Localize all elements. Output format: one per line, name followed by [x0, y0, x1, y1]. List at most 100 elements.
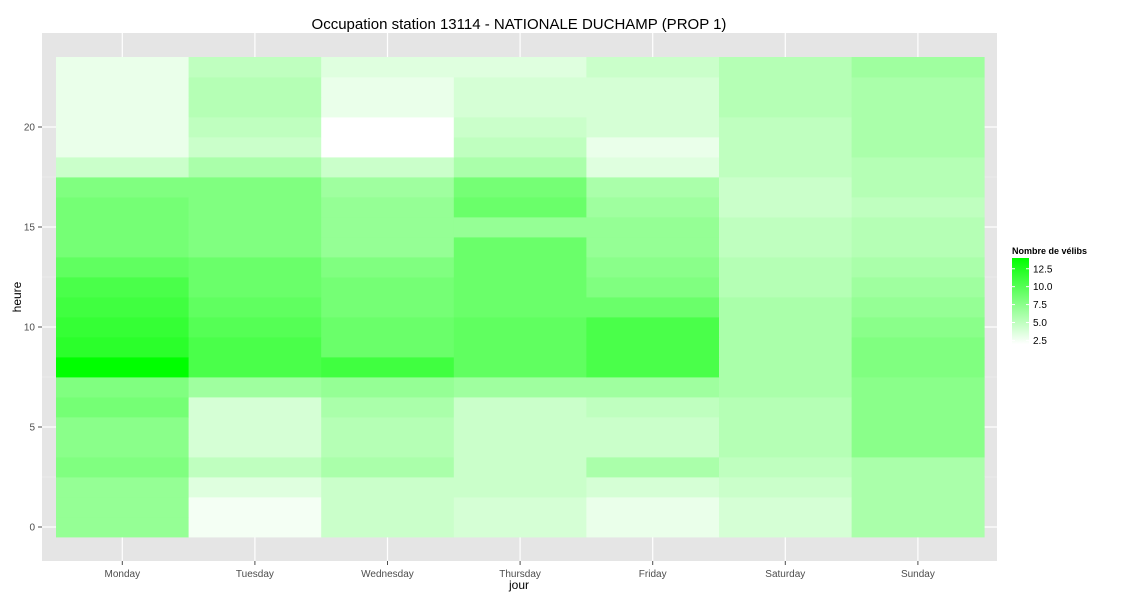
heatmap-cell: [188, 77, 322, 98]
heatmap-cell: [321, 197, 455, 218]
heatmap-cell: [188, 217, 322, 238]
heatmap-cell: [851, 357, 985, 378]
y-axis-ticks: 0 5 10 15 20: [24, 123, 42, 534]
heatmap-cell: [453, 397, 587, 418]
heatmap-cell: [586, 457, 720, 478]
heatmap-cell: [586, 137, 720, 158]
heatmap-cell: [719, 57, 852, 78]
heatmap-cell: [851, 137, 985, 158]
heatmap-cell: [719, 517, 852, 538]
heatmap-cell: [851, 297, 985, 318]
heatmap-cell: [321, 357, 455, 378]
heatmap-cell: [586, 297, 720, 318]
heatmap-cell: [56, 117, 189, 138]
heatmap-cell: [321, 137, 455, 158]
heatmap-cell: [321, 317, 455, 338]
heatmap-cell: [321, 257, 455, 278]
heatmap-cell: [321, 117, 455, 138]
heatmap-cell: [719, 357, 852, 378]
heatmap-cell: [188, 497, 322, 518]
heatmap-cell: [188, 377, 322, 398]
heatmap-cell: [586, 397, 720, 418]
heatmap-cell: [851, 77, 985, 98]
heatmap-cell: [719, 77, 852, 98]
heatmap-cell: [56, 337, 189, 358]
heatmap-cell: [56, 217, 189, 238]
heatmap-cell: [321, 517, 455, 538]
heatmap-cell: [453, 457, 587, 478]
heatmap-cell: [188, 257, 322, 278]
heatmap-cell: [719, 497, 852, 518]
heatmap-cell: [719, 237, 852, 258]
heatmap-cell: [56, 317, 189, 338]
heatmap-cell: [453, 177, 587, 198]
heatmap-cell: [321, 377, 455, 398]
heatmap-cell: [453, 197, 587, 218]
heatmap-cell: [719, 157, 852, 178]
heatmap-cell: [188, 357, 322, 378]
heatmap-cell: [851, 317, 985, 338]
heatmap-cell: [56, 97, 189, 118]
heatmap-cell: [851, 217, 985, 238]
heatmap-cell: [56, 297, 189, 318]
heatmap-cell: [586, 277, 720, 298]
heatmap-cell: [188, 237, 322, 258]
legend-tick-label: 5.0: [1033, 318, 1047, 329]
heatmap-cell: [719, 137, 852, 158]
heatmap-cell: [851, 477, 985, 498]
heatmap-cell: [719, 437, 852, 458]
heatmap-cell: [188, 417, 322, 438]
heatmap-cell: [586, 97, 720, 118]
heatmap-cell: [56, 277, 189, 298]
heatmap-cell: [586, 117, 720, 138]
heatmap-cell: [56, 397, 189, 418]
heatmap-cell: [321, 337, 455, 358]
heatmap-cell: [453, 77, 587, 98]
heatmap-cell: [453, 257, 587, 278]
heatmap-cell: [586, 377, 720, 398]
heatmap-cell: [719, 277, 852, 298]
x-axis-title: jour: [508, 578, 529, 592]
legend-colorbar: [1012, 258, 1029, 344]
heatmap-cell: [188, 57, 322, 78]
heatmap-cell: [586, 177, 720, 198]
x-axis-ticks: Monday Tuesday Wednesday Thursday Friday Satu…: [105, 561, 935, 580]
y-tick-label: 20: [24, 123, 36, 134]
x-tick-label: Sunday: [901, 569, 935, 580]
heatmap-cell: [586, 337, 720, 358]
heatmap-cell: [56, 197, 189, 218]
y-axis-title: heure: [10, 281, 24, 312]
chart-title: Occupation station 13114 - NATIONALE DUC…: [312, 16, 727, 33]
heatmap-cell: [851, 397, 985, 418]
heatmap-cell: [586, 157, 720, 178]
heatmap-cell: [56, 457, 189, 478]
heatmap-cell: [453, 57, 587, 78]
heatmap-cell: [851, 517, 985, 538]
heatmap-cell: [56, 357, 189, 378]
heatmap-cell: [321, 217, 455, 238]
heatmap-cell: [56, 157, 189, 178]
heatmap-cell: [851, 97, 985, 118]
heatmap-cell: [851, 117, 985, 138]
heatmap-cell: [586, 417, 720, 438]
legend-tick-label: 10.0: [1033, 282, 1053, 293]
heatmap-cell: [321, 397, 455, 418]
heatmap-cell: [56, 377, 189, 398]
heatmap-cell: [719, 257, 852, 278]
heatmap-cell: [851, 457, 985, 478]
heatmap-cell: [586, 317, 720, 338]
heatmap-cell: [719, 477, 852, 498]
heatmap-cell: [188, 477, 322, 498]
heatmap-cell: [188, 157, 322, 178]
heatmap-cell: [321, 277, 455, 298]
heatmap-cell: [188, 277, 322, 298]
heatmap-cell: [719, 397, 852, 418]
heatmap-cell: [188, 517, 322, 538]
legend-ticks: 2.5 5.0 7.5 10.0 12.5: [1012, 264, 1053, 347]
legend-tick-label: 7.5: [1033, 300, 1047, 311]
x-tick-label: Tuesday: [236, 569, 274, 580]
legend-tick-label: 2.5: [1033, 336, 1047, 347]
y-tick-label: 10: [24, 323, 36, 334]
heatmap-cell: [453, 497, 587, 518]
heatmap-cell: [719, 197, 852, 218]
